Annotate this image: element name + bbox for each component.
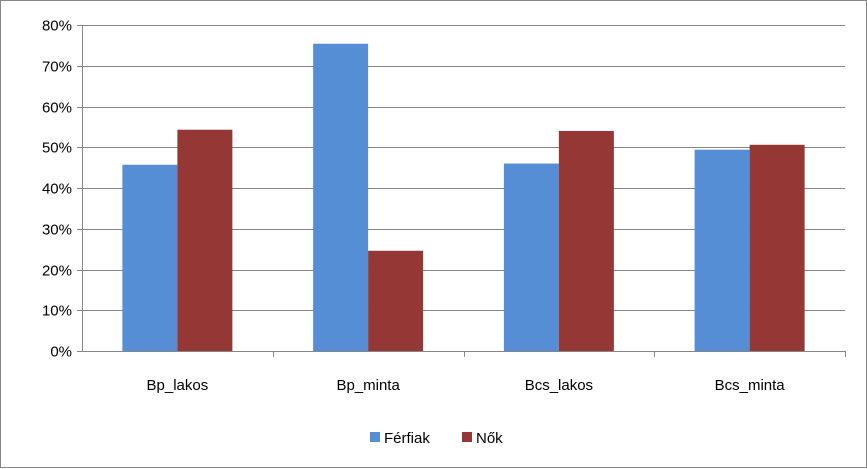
- y-tick-label: 80%: [42, 18, 72, 35]
- bars: [122, 43, 805, 352]
- x-axis-category-labels: Bp_lakos Bp_minta Bcs_lakos Bcs_minta: [147, 377, 786, 394]
- bar-f-rfiak-bcs-lakos: [503, 163, 559, 351]
- x-category-label: Bp_lakos: [147, 377, 209, 394]
- bar-n-k-bp-lakos: [177, 129, 233, 351]
- y-tick-label: 30%: [42, 222, 72, 239]
- bar-n-k-bp-minta: [368, 250, 424, 351]
- x-category-label: Bcs_minta: [715, 377, 786, 394]
- y-tick-label: 40%: [42, 181, 72, 198]
- bar-f-rfiak-bcs-minta: [694, 149, 750, 351]
- bar-n-k-bcs-lakos: [558, 130, 614, 351]
- y-tick-label: 60%: [42, 100, 72, 117]
- legend-label: Nők: [476, 430, 503, 447]
- bar-n-k-bcs-minta: [749, 144, 805, 351]
- y-tick-label: 70%: [42, 59, 72, 76]
- x-category-label: Bcs_lakos: [525, 377, 593, 394]
- x-category-label: Bp_minta: [336, 377, 400, 394]
- y-tick-label: 20%: [42, 263, 72, 280]
- legend: Férfiak Nők: [370, 430, 503, 447]
- bar-f-rfiak-bp-minta: [313, 43, 369, 352]
- bar-f-rfiak-bp-lakos: [122, 164, 178, 351]
- y-tick-label: 0%: [50, 344, 72, 361]
- y-tick-label: 50%: [42, 140, 72, 157]
- legend-label: Férfiak: [384, 430, 430, 447]
- legend-swatch: [462, 432, 472, 442]
- y-axis-tick-labels: 0% 10% 20% 30% 40% 50% 60% 70% 80%: [42, 18, 72, 361]
- axes: [77, 25, 846, 357]
- legend-swatch: [370, 432, 380, 442]
- y-tick-label: 10%: [42, 303, 72, 320]
